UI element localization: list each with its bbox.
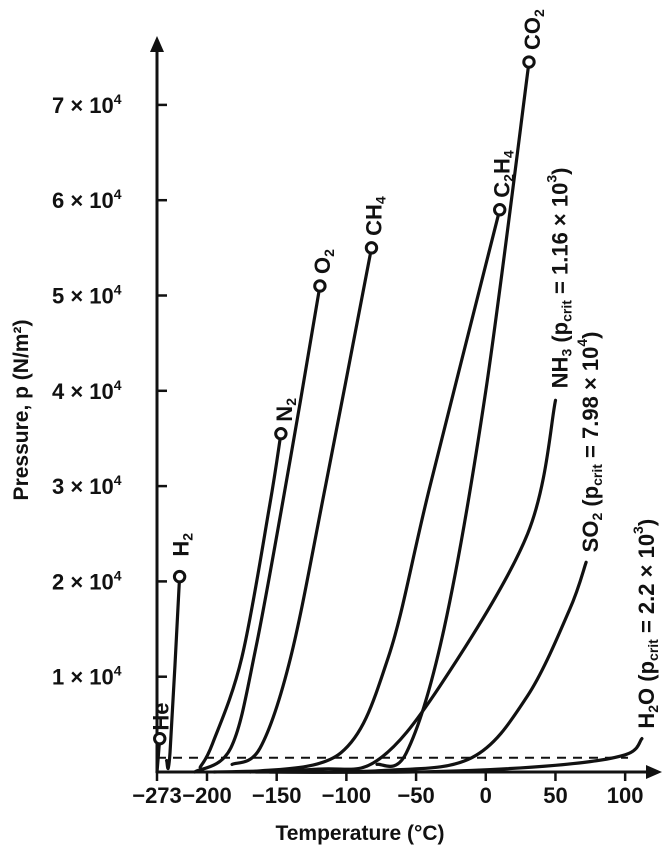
series-labels: He H2 N2 O2 CH4 C2H4 CO2 NH3 (pcrit = 1.16 × 10…: [149, 9, 661, 731]
critical-point-ch4: [364, 241, 379, 255]
x-axis-ticks: −273 −200 −150 −100 −50 0 50 100: [132, 772, 644, 808]
y-tick-label: 6 × 104: [52, 186, 122, 213]
x-tick-label: −273: [132, 783, 182, 808]
y-tick-label: 1 × 104: [52, 663, 122, 690]
series-label-ch4: CH4: [361, 196, 388, 236]
y-tick-label: 4 × 104: [52, 377, 122, 404]
curve-ch4: [230, 246, 374, 766]
y-axis-arrow-icon: [150, 36, 164, 52]
x-tick-label: −100: [322, 783, 372, 808]
y-axis-title: Pressure, p (N/m²): [10, 320, 33, 501]
critical-point-h2: [172, 569, 187, 584]
critical-point-co2: [522, 55, 536, 69]
curve-nh3: [212, 398, 558, 774]
x-tick-label: −200: [182, 783, 232, 808]
y-axis-ticks: 1 × 104 2 × 104 3 × 104 4 × 104 5 × 104 6 × 1…: [52, 91, 167, 690]
x-axis-title: Temperature (°C): [275, 822, 444, 845]
y-tick-label: 5 × 104: [52, 282, 122, 309]
critical-point-c2h4: [493, 203, 507, 217]
series-label-h2: H2: [168, 533, 195, 557]
curve-h2o: [268, 737, 644, 774]
series-label-nh3: NH3 (pcrit = 1.16 × 103): [543, 168, 574, 389]
series-label-he: He: [149, 703, 174, 731]
series-label-c2h4: C2H4: [490, 150, 517, 198]
series-label-co2: CO2: [520, 9, 547, 50]
x-tick-label: 0: [480, 783, 492, 808]
series-label-o2: O2: [310, 249, 337, 274]
x-axis-arrow-icon: [646, 765, 662, 779]
series-label-h2o: H2O (pcrit = 2.2 × 103): [630, 519, 661, 729]
y-tick-label: 3 × 104: [52, 472, 122, 499]
critical-point-n2: [274, 426, 288, 441]
curve-h2: [165, 575, 182, 771]
curves: [153, 55, 644, 774]
curve-co2: [375, 60, 531, 769]
y-tick-label: 7 × 104: [52, 91, 122, 118]
y-tick-label: 2 × 104: [52, 567, 122, 594]
series-label-n2: N2: [272, 398, 299, 422]
critical-point-he: [153, 731, 167, 746]
curve-c2h4: [248, 208, 502, 774]
x-tick-label: 50: [543, 783, 567, 808]
x-tick-label: −50: [397, 783, 434, 808]
x-tick-label: 100: [607, 783, 644, 808]
curve-n2: [198, 432, 283, 769]
series-label-so2: SO2 (pcrit = 7.98 × 104): [574, 331, 605, 552]
x-tick-label: −150: [252, 783, 302, 808]
curve-o2: [193, 284, 322, 774]
critical-point-o2: [313, 279, 327, 293]
